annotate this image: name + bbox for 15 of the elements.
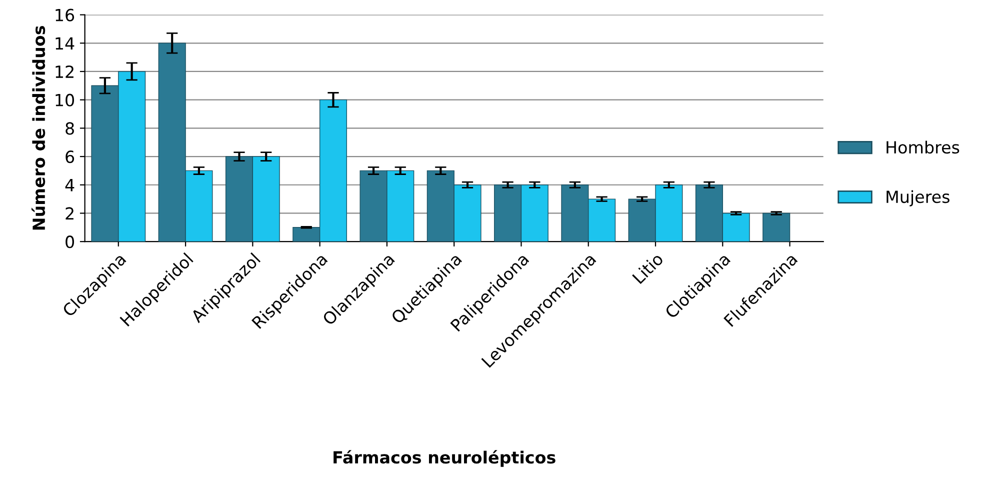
bar bbox=[762, 212, 790, 242]
y-tick-label: 6 bbox=[66, 150, 74, 164]
y-axis-title: Número de individuos bbox=[32, 26, 46, 230]
y-tick-label: 16 bbox=[56, 8, 74, 22]
legend-label: Hombres bbox=[886, 140, 960, 154]
y-tick-label: 2 bbox=[66, 207, 74, 220]
x-tick-label: Litio bbox=[632, 252, 664, 284]
y-tick-label: 4 bbox=[65, 179, 74, 192]
y-tick-label: 14 bbox=[56, 37, 74, 50]
y-tick-label: 0 bbox=[66, 236, 74, 248]
y-tick-label: 12 bbox=[56, 65, 74, 78]
y-tick-label: 10 bbox=[56, 94, 74, 106]
legend-label: Mujeres bbox=[886, 190, 950, 206]
y-tick-label: 8 bbox=[66, 122, 74, 135]
x-axis-title: Fármacos neurolépticos bbox=[334, 450, 556, 467]
